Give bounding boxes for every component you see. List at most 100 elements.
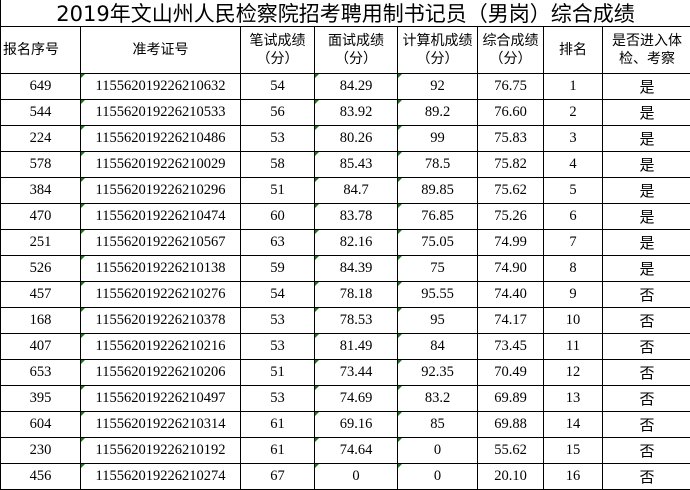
col-written-cell[interactable]: 53	[240, 333, 315, 360]
col-interview-header[interactable]: 面试成绩（分）	[314, 26, 398, 74]
col-signup-no-cell[interactable]: 395	[0, 385, 81, 412]
col-rank-cell[interactable]: 5	[543, 177, 603, 204]
col-qualified-cell[interactable]: 否	[602, 463, 690, 490]
col-computer-cell[interactable]: 95	[397, 307, 478, 334]
col-computer-cell[interactable]: 0	[397, 437, 478, 464]
col-total-cell[interactable]: 75.83	[477, 125, 544, 152]
col-total-cell[interactable]: 74.90	[477, 255, 544, 282]
col-signup-no-cell[interactable]: 384	[0, 177, 81, 204]
col-written-cell[interactable]: 54	[240, 73, 315, 100]
col-signup-no-cell[interactable]: 457	[0, 281, 81, 308]
col-interview-cell[interactable]: 83.92	[314, 99, 398, 126]
col-qualified-cell[interactable]: 否	[602, 385, 690, 412]
col-written-cell[interactable]: 51	[240, 359, 315, 386]
col-computer-cell[interactable]: 84	[397, 333, 478, 360]
col-qualified-cell[interactable]: 否	[602, 359, 690, 386]
col-interview-cell[interactable]: 69.16	[314, 411, 398, 438]
col-rank-cell[interactable]: 4	[543, 151, 603, 178]
col-written-cell[interactable]: 54	[240, 281, 315, 308]
col-signup-no-cell[interactable]: 544	[0, 99, 81, 126]
col-computer-cell[interactable]: 0	[397, 463, 478, 490]
col-exam-id-cell[interactable]: 115562019226210296	[80, 177, 241, 204]
col-signup-no-cell[interactable]: 526	[0, 255, 81, 282]
col-written-cell[interactable]: 63	[240, 229, 315, 256]
col-exam-id-cell[interactable]: 115562019226210206	[80, 359, 241, 386]
col-written-cell[interactable]: 53	[240, 307, 315, 334]
col-rank-cell[interactable]: 10	[543, 307, 603, 334]
col-signup-no-cell[interactable]: 604	[0, 411, 81, 438]
col-rank-cell[interactable]: 11	[543, 333, 603, 360]
col-qualified-cell[interactable]: 是	[602, 255, 690, 282]
col-total-cell[interactable]: 70.49	[477, 359, 544, 386]
col-total-cell[interactable]: 74.17	[477, 307, 544, 334]
col-exam-id-cell[interactable]: 115562019226210029	[80, 151, 241, 178]
col-exam-id-cell[interactable]: 115562019226210632	[80, 73, 241, 100]
col-total-cell[interactable]: 73.45	[477, 333, 544, 360]
col-interview-cell[interactable]: 78.53	[314, 307, 398, 334]
col-total-cell[interactable]: 69.88	[477, 411, 544, 438]
col-rank-cell[interactable]: 1	[543, 73, 603, 100]
col-exam-id-cell[interactable]: 115562019226210486	[80, 125, 241, 152]
col-computer-cell[interactable]: 95.55	[397, 281, 478, 308]
col-total-cell[interactable]: 75.62	[477, 177, 544, 204]
col-computer-cell[interactable]: 85	[397, 411, 478, 438]
col-interview-cell[interactable]: 84.29	[314, 73, 398, 100]
col-signup-no-cell[interactable]: 456	[0, 463, 81, 490]
col-rank-cell[interactable]: 14	[543, 411, 603, 438]
col-written-cell[interactable]: 51	[240, 177, 315, 204]
col-rank-cell[interactable]: 15	[543, 437, 603, 464]
col-signup-no-cell[interactable]: 168	[0, 307, 81, 334]
col-total-cell[interactable]: 75.82	[477, 151, 544, 178]
col-total-cell[interactable]: 75.26	[477, 203, 544, 230]
col-qualified-cell[interactable]: 否	[602, 281, 690, 308]
col-total-cell[interactable]: 69.89	[477, 385, 544, 412]
col-exam-id-cell[interactable]: 115562019226210567	[80, 229, 241, 256]
col-computer-cell[interactable]: 92	[397, 73, 478, 100]
col-rank-cell[interactable]: 2	[543, 99, 603, 126]
col-qualified-cell[interactable]: 是	[602, 229, 690, 256]
col-written-cell[interactable]: 56	[240, 99, 315, 126]
col-rank-cell[interactable]: 7	[543, 229, 603, 256]
col-qualified-cell[interactable]: 否	[602, 333, 690, 360]
col-interview-cell[interactable]: 82.16	[314, 229, 398, 256]
col-exam-id-cell[interactable]: 115562019226210138	[80, 255, 241, 282]
col-qualified-cell[interactable]: 是	[602, 125, 690, 152]
col-signup-no-cell[interactable]: 224	[0, 125, 81, 152]
col-interview-cell[interactable]: 74.69	[314, 385, 398, 412]
col-exam-id-cell[interactable]: 115562019226210533	[80, 99, 241, 126]
col-written-cell[interactable]: 59	[240, 255, 315, 282]
col-computer-cell[interactable]: 75	[397, 255, 478, 282]
col-exam-id-cell[interactable]: 115562019226210216	[80, 333, 241, 360]
col-rank-cell[interactable]: 13	[543, 385, 603, 412]
col-exam-id-cell[interactable]: 115562019226210314	[80, 411, 241, 438]
col-qualified-cell[interactable]: 否	[602, 437, 690, 464]
col-computer-cell[interactable]: 83.2	[397, 385, 478, 412]
col-interview-cell[interactable]: 81.49	[314, 333, 398, 360]
col-interview-cell[interactable]: 80.26	[314, 125, 398, 152]
col-qualified-cell[interactable]: 否	[602, 411, 690, 438]
col-computer-cell[interactable]: 75.05	[397, 229, 478, 256]
col-signup-no-cell[interactable]: 251	[0, 229, 81, 256]
col-signup-no-cell[interactable]: 230	[0, 437, 81, 464]
col-rank-header[interactable]: 排名	[543, 26, 603, 74]
col-total-cell[interactable]: 55.62	[477, 437, 544, 464]
col-exam-id-cell[interactable]: 115562019226210274	[80, 463, 241, 490]
col-rank-cell[interactable]: 3	[543, 125, 603, 152]
col-exam-id-cell[interactable]: 115562019226210192	[80, 437, 241, 464]
col-total-cell[interactable]: 74.40	[477, 281, 544, 308]
col-rank-cell[interactable]: 12	[543, 359, 603, 386]
col-written-header[interactable]: 笔试成绩（分）	[240, 26, 315, 74]
col-written-cell[interactable]: 53	[240, 125, 315, 152]
col-total-cell[interactable]: 74.99	[477, 229, 544, 256]
col-signup-no-cell[interactable]: 470	[0, 203, 81, 230]
col-total-cell[interactable]: 20.10	[477, 463, 544, 490]
col-interview-cell[interactable]: 0	[314, 463, 398, 490]
col-total-cell[interactable]: 76.60	[477, 99, 544, 126]
col-qualified-cell[interactable]: 是	[602, 177, 690, 204]
col-total-header[interactable]: 综合成绩（分）	[477, 26, 544, 74]
col-qualified-cell[interactable]: 是	[602, 151, 690, 178]
col-qualified-cell[interactable]: 是	[602, 73, 690, 100]
col-written-cell[interactable]: 53	[240, 385, 315, 412]
col-computer-cell[interactable]: 78.5	[397, 151, 478, 178]
col-rank-cell[interactable]: 16	[543, 463, 603, 490]
